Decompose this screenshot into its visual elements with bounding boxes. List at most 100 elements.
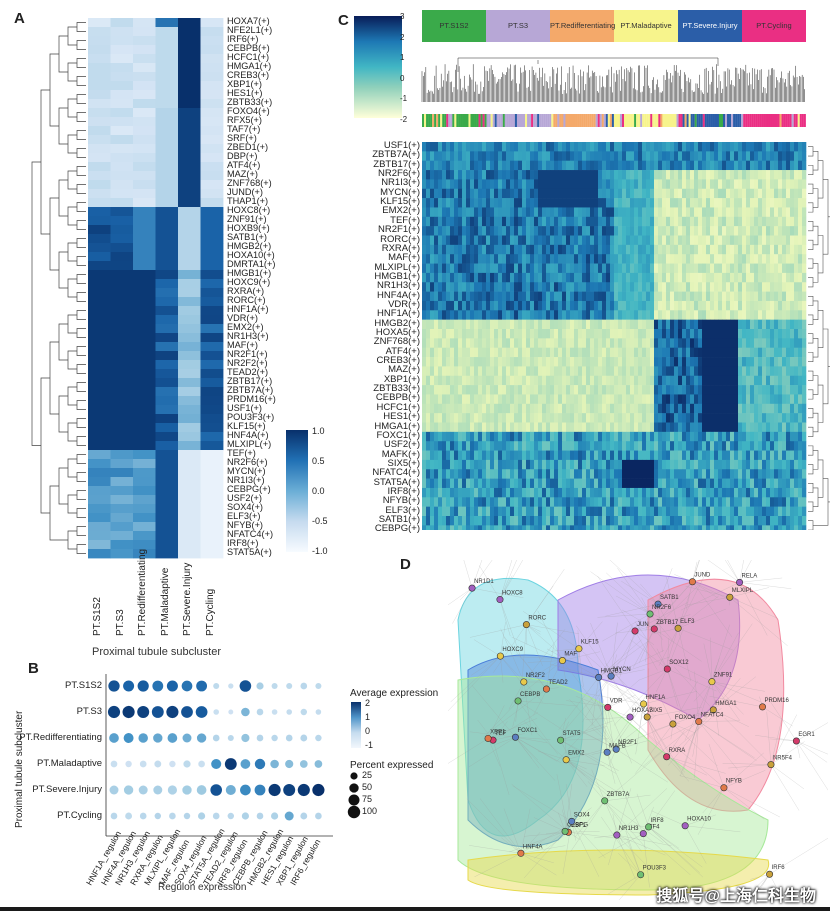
panel-c-cell [574, 254, 579, 264]
panel-c-cell [450, 272, 455, 283]
panel-c-cell [450, 226, 455, 236]
panel-c-cell [730, 385, 735, 395]
panel-c-cell [718, 478, 723, 489]
panel-c-cell [606, 282, 611, 292]
panel-c-cell [662, 188, 667, 199]
panel-d-node [726, 593, 734, 601]
panel-c-cell [422, 254, 427, 264]
panel-b-dot [315, 812, 322, 820]
panel-c-cell [774, 487, 779, 498]
panel-c-annotation-cell [535, 114, 538, 127]
panel-a-cell [133, 441, 156, 451]
panel-a-cell [133, 504, 156, 514]
panel-b-dot [315, 682, 322, 690]
panel-c-cell [626, 459, 631, 470]
panel-d-node-label: CEBPB [520, 692, 540, 698]
panel-c-cell [798, 272, 803, 283]
panel-c-cell [602, 272, 607, 283]
panel-c-annotation-cell [613, 114, 616, 127]
panel-c-cell [494, 525, 499, 530]
panel-a-cell [155, 144, 179, 154]
panel-c-cell [590, 422, 595, 433]
panel-c-cell [774, 216, 779, 227]
panel-c-cell [574, 469, 579, 479]
panel-c-cell [514, 291, 519, 302]
panel-c-cell [466, 338, 471, 348]
panel-c-cell [670, 366, 675, 377]
panel-a-cell [155, 63, 179, 73]
panel-c-cell [590, 375, 595, 386]
panel-c-cell [646, 151, 651, 161]
panel-c-cell [790, 300, 795, 311]
panel-a-cell [133, 333, 156, 343]
panel-c-cell [686, 347, 691, 358]
panel-c-cell [590, 188, 595, 199]
panel-c-cell [526, 151, 531, 161]
panel-c-cell [618, 310, 623, 320]
panel-a-col-label: PT.S3 [114, 609, 126, 636]
panel-c-cell [782, 357, 787, 367]
panel-a-cell [133, 414, 156, 424]
panel-c-cell [710, 254, 715, 264]
panel-c-cell [602, 338, 607, 348]
panel-c-cell [762, 319, 767, 330]
panel-c-cell [638, 282, 643, 292]
panel-c-cell [690, 366, 695, 377]
panel-c-cell [526, 198, 531, 208]
panel-c-cell [658, 142, 663, 152]
panel-c-cell [582, 525, 587, 530]
panel-a-cell [178, 441, 201, 451]
panel-c-cell [450, 525, 455, 530]
panel-c-cell [694, 459, 699, 470]
panel-a-row-label: VDR(+) [227, 313, 258, 323]
panel-c-cell [598, 216, 603, 227]
panel-c-cell [654, 487, 659, 498]
panel-c-cell [650, 151, 655, 161]
panel-c-cell [678, 300, 683, 311]
panel-c-cell [714, 170, 719, 180]
panel-c-cell [542, 525, 547, 530]
panel-c-cell [442, 198, 447, 208]
panel-c-cell [562, 450, 567, 461]
panel-c-cell [710, 459, 715, 470]
panel-c-cell [578, 366, 583, 377]
panel-c-cell [630, 198, 635, 208]
panel-c-cell [614, 235, 619, 246]
panel-c-cell [570, 179, 575, 190]
panel-c-cell [530, 310, 535, 320]
panel-a-cell [200, 36, 224, 46]
panel-c-cell [558, 198, 563, 208]
panel-c-cell [682, 272, 687, 283]
panel-c-cell [782, 516, 787, 526]
panel-c-cell [670, 142, 675, 152]
panel-d-network: USF1MLXIPLHOXC8ZBTB17ZNF91SATB1CEBPBJUND… [448, 560, 828, 900]
panel-c-cell [534, 207, 539, 218]
panel-c-cell [526, 244, 531, 255]
panel-c-cell [762, 422, 767, 433]
panel-c-cell [422, 506, 427, 517]
panel-c-cell [446, 319, 451, 330]
panel-c-cell [442, 506, 447, 517]
panel-a-cell [155, 288, 179, 298]
panel-c-cell [502, 338, 507, 348]
panel-c-cell [638, 188, 643, 199]
panel-c-cell [498, 516, 503, 526]
panel-c-cell [526, 431, 531, 442]
panel-c-cell [598, 179, 603, 190]
panel-a-cell [110, 432, 134, 442]
panel-c-cell [770, 170, 775, 180]
panel-c-cell [766, 319, 771, 330]
panel-c-annotation-cell [581, 114, 584, 127]
panel-c-annotation-cell [482, 114, 485, 127]
panel-a-heatmap [31, 18, 224, 559]
panel-a-cell [133, 486, 156, 496]
panel-c-cell [634, 385, 639, 395]
panel-c-cell [486, 188, 491, 199]
panel-c-cell [698, 300, 703, 311]
panel-a-cell [178, 135, 201, 145]
panel-c-annotation-cell [777, 114, 780, 127]
panel-c-cell [570, 291, 575, 302]
panel-c-cell [702, 506, 707, 517]
panel-a-cell [110, 288, 134, 298]
panel-b-dot [286, 709, 293, 715]
